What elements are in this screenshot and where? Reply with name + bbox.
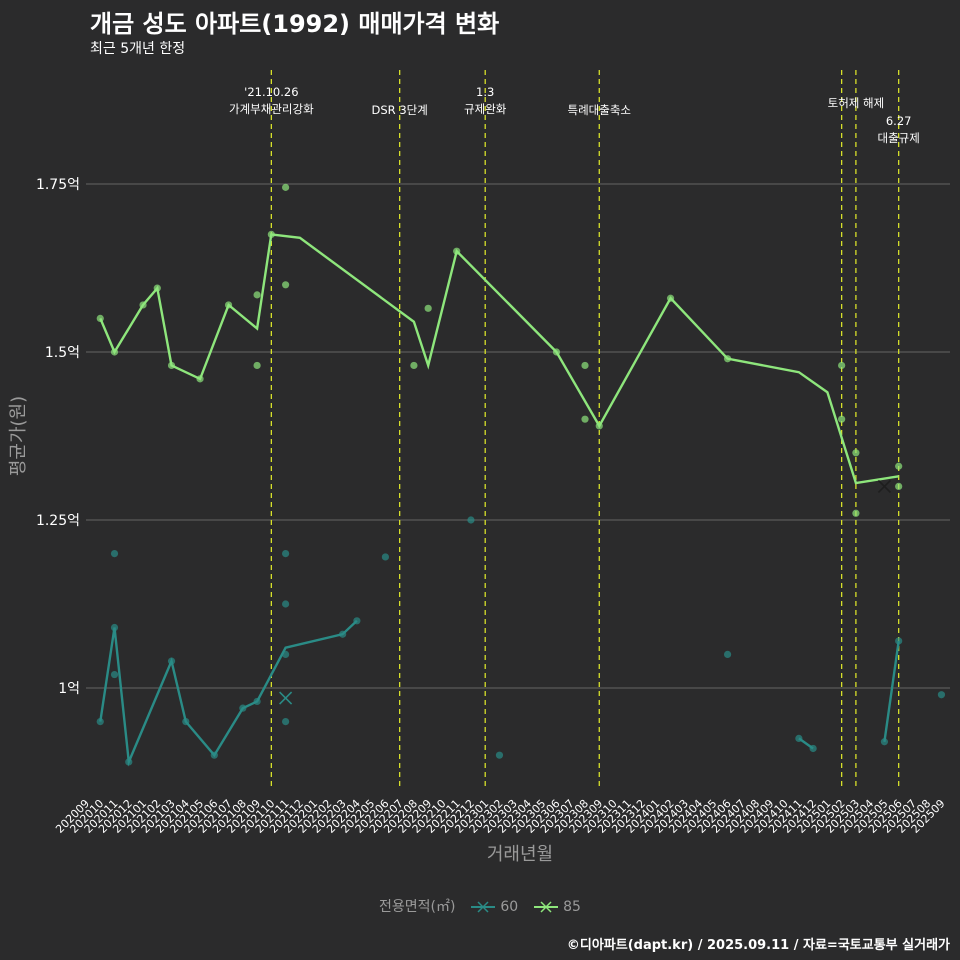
data-point-60 bbox=[110, 550, 119, 558]
data-point-60 bbox=[723, 650, 732, 659]
data-point-85 bbox=[410, 361, 418, 370]
data-point-85 bbox=[838, 415, 846, 423]
data-point-85 bbox=[895, 462, 903, 470]
x-tick-labels: 2020092020102020112020122021012021022021… bbox=[53, 797, 947, 836]
data-point-60 bbox=[467, 516, 475, 524]
data-point-60 bbox=[495, 751, 504, 759]
y-tick-labels: 1억 1.25억 1.5억 1.75억 bbox=[36, 177, 80, 697]
event-label: 6.27 bbox=[886, 114, 912, 128]
legend-key-60 bbox=[470, 901, 495, 913]
legend-label-85: 85 bbox=[563, 899, 581, 915]
chart-title: 개금 성도 아파트(1992) 매매가격 변화 bbox=[90, 10, 500, 38]
data-point-60 bbox=[895, 637, 903, 645]
event-label: '21.10.26 bbox=[244, 85, 298, 99]
chart-subtitle: 최근 5개년 한정 bbox=[90, 41, 186, 57]
event-lines: '21.10.26 가계부채관리강화 DSR 3단계 1.3 규제완화 특례대출축소 토허제… bbox=[229, 70, 920, 788]
data-point-85 bbox=[838, 361, 846, 370]
x-axis-label: 거래년월 bbox=[487, 844, 553, 865]
event-label: 특례대출축소 bbox=[568, 103, 631, 117]
data-point-85 bbox=[424, 304, 432, 312]
data-point-60 bbox=[282, 600, 290, 608]
event-label: 1.3 bbox=[476, 85, 494, 99]
data-point-60 bbox=[937, 691, 946, 699]
y-tick-label: 1.25억 bbox=[36, 513, 80, 529]
series-85 bbox=[96, 183, 903, 517]
y-tick-label: 1.75억 bbox=[36, 177, 80, 193]
series-line-85 bbox=[99, 233, 899, 485]
event-label: 토허제 해제 bbox=[828, 96, 885, 110]
legend-item-85: 85 bbox=[533, 899, 581, 915]
data-point-60 bbox=[381, 553, 390, 561]
legend: 전용면적(㎡) 60 85 bbox=[0, 896, 960, 916]
data-point-85 bbox=[581, 415, 589, 423]
data-point-60 bbox=[282, 550, 290, 558]
series-line-60 bbox=[883, 640, 900, 742]
legend-title: 전용면적(㎡) bbox=[379, 899, 456, 915]
data-point-85 bbox=[253, 361, 261, 370]
grid-lines bbox=[86, 183, 950, 689]
event-label: 규제완화 bbox=[464, 102, 507, 116]
series-line-60 bbox=[99, 619, 358, 767]
event-label: 대출규제 bbox=[878, 131, 920, 145]
series-layer bbox=[96, 183, 946, 767]
cross-marker-85 bbox=[877, 479, 891, 493]
data-point-85 bbox=[253, 291, 261, 299]
event-label: DSR 3단계 bbox=[372, 103, 428, 117]
legend-label-60: 60 bbox=[500, 899, 519, 915]
event-label: 가계부채관리강화 bbox=[229, 102, 314, 116]
legend-key-85 bbox=[533, 901, 558, 913]
source-caption: ©디아파트(dapt.kr) / 2025.09.11 / 자료=국토교통부 실… bbox=[566, 938, 950, 953]
series-60 bbox=[96, 516, 946, 767]
cross-stroke bbox=[877, 479, 891, 493]
cross-stroke bbox=[279, 691, 293, 705]
data-point-60 bbox=[96, 718, 104, 726]
data-point-85 bbox=[852, 509, 860, 517]
data-point-60 bbox=[110, 670, 119, 679]
data-point-85 bbox=[282, 281, 290, 289]
data-point-60 bbox=[282, 718, 290, 726]
y-tick-label: 1억 bbox=[58, 681, 80, 697]
y-tick-label: 1.5억 bbox=[45, 345, 80, 361]
data-point-85 bbox=[852, 449, 860, 457]
data-point-85 bbox=[581, 361, 589, 370]
data-point-85 bbox=[895, 482, 903, 490]
cross-marker-60 bbox=[279, 691, 293, 705]
data-point-85 bbox=[282, 183, 290, 191]
series-line-60 bbox=[798, 737, 814, 750]
legend-item-60: 60 bbox=[470, 899, 518, 915]
y-axis-label: 평균가(원) bbox=[8, 396, 29, 476]
price-line-chart: '21.10.26 가계부채관리강화 DSR 3단계 1.3 규제완화 특례대출축소 토허제… bbox=[8, 70, 950, 865]
